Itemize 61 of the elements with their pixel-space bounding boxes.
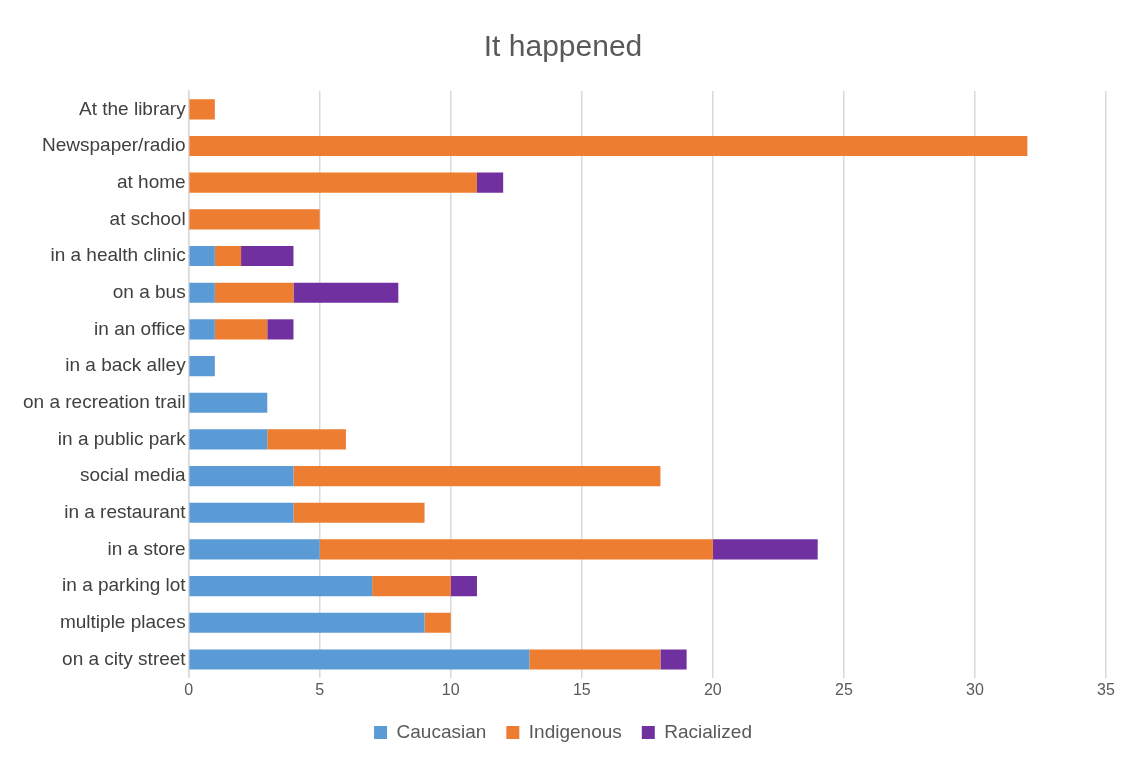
bar	[189, 392, 268, 413]
bar	[189, 245, 215, 267]
bar	[660, 649, 687, 670]
y-tick-label: in a store	[107, 537, 186, 559]
legend-label: Racialized	[664, 720, 752, 742]
bar	[189, 99, 215, 120]
bar	[214, 282, 294, 303]
x-tick-label: 5	[315, 680, 325, 698]
y-tick-label: in a back alley	[65, 354, 187, 376]
bar	[712, 539, 818, 560]
x-tick-label: 30	[966, 680, 984, 698]
x-tick-label: 35	[1097, 680, 1115, 698]
y-tick-label: at home	[116, 170, 186, 192]
bar	[189, 649, 530, 670]
bar	[189, 172, 477, 193]
y-tick-label: multiple places	[59, 611, 186, 633]
bar	[189, 539, 320, 560]
bar	[189, 209, 320, 230]
y-tick-label: in a parking lot	[62, 574, 187, 596]
x-tick-label: 0	[184, 680, 194, 698]
bar	[189, 612, 425, 633]
bar	[189, 466, 294, 487]
y-tick-label: At the library	[78, 97, 187, 119]
y-tick-label: in a restaurant	[64, 501, 187, 522]
bar	[189, 355, 215, 377]
bar	[293, 282, 399, 303]
bar	[189, 576, 373, 597]
bar	[241, 245, 294, 267]
x-tick-label: 15	[572, 680, 591, 698]
bar	[424, 612, 451, 633]
chart-title: It happened	[483, 29, 643, 63]
y-tick-label: social media	[80, 464, 187, 486]
x-tick-label: 25	[835, 680, 853, 698]
bar	[189, 282, 215, 303]
y-tick-label: Newspaper/radio	[42, 134, 186, 156]
y-tick-label: in a health clinic	[50, 244, 186, 266]
x-tick-label: 10	[441, 680, 460, 698]
y-tick-label: in a public park	[57, 427, 187, 449]
bar	[189, 429, 268, 450]
bar	[476, 172, 504, 193]
bar	[293, 502, 425, 523]
y-tick-label: in an office	[94, 317, 186, 339]
bar	[529, 649, 661, 670]
bar	[189, 135, 1028, 157]
bar	[372, 576, 451, 597]
bar	[293, 466, 661, 487]
bar	[450, 576, 477, 597]
bar	[214, 319, 268, 340]
x-tick-label: 20	[703, 680, 722, 698]
legend-label: Indigenous	[528, 720, 622, 742]
bar	[189, 319, 215, 340]
bar	[267, 319, 294, 340]
bar	[319, 539, 713, 560]
y-tick-label: on a recreation trail	[22, 390, 186, 412]
y-tick-label: on a city street	[62, 647, 187, 669]
bar	[267, 429, 346, 450]
legend-label: Caucasian	[396, 720, 487, 742]
bar	[214, 245, 242, 267]
bar	[189, 502, 294, 523]
y-tick-label: on a bus	[112, 280, 186, 302]
y-tick-label: at school	[109, 207, 186, 229]
